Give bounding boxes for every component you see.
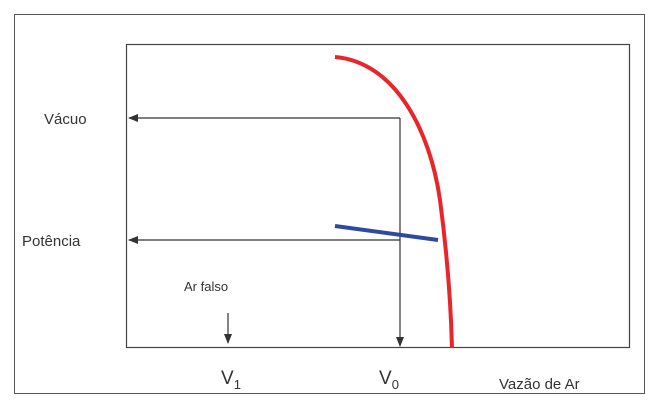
- v1-sub: 1: [234, 377, 241, 392]
- false-air-label: Ar falso: [184, 279, 228, 294]
- vacuum-label: Vácuo: [44, 111, 87, 128]
- v1-main: V: [221, 368, 234, 389]
- v0-label: V0: [379, 368, 399, 392]
- outer-frame: [14, 14, 645, 394]
- power-curve: [334, 224, 439, 242]
- plot-box: [125, 43, 631, 349]
- power-label: Potência: [22, 233, 81, 250]
- vacuum-curve: [334, 55, 454, 349]
- v0-main: V: [379, 368, 392, 389]
- v1-label: V1: [221, 368, 241, 392]
- x-axis-label: Vazão de Ar: [499, 376, 580, 393]
- v0-sub: 0: [392, 377, 399, 392]
